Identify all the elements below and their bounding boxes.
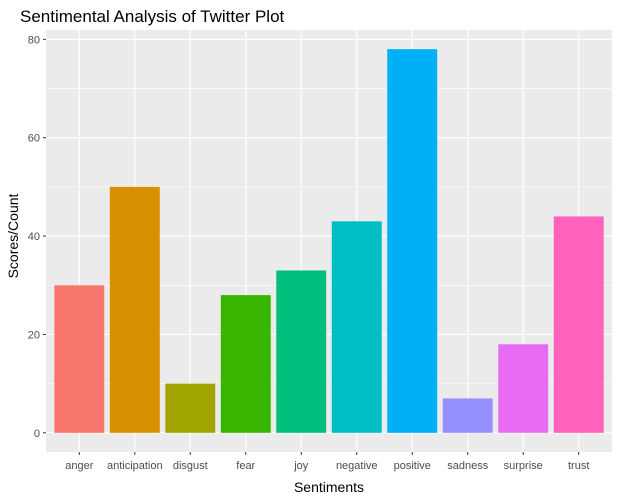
- bar-anger: [54, 285, 105, 433]
- x-tick-label-sadness: sadness: [447, 460, 488, 472]
- y-tick-label: 40: [28, 231, 40, 243]
- x-axis-ticks: anger anticipation disgust fear joy negative p…: [65, 452, 589, 472]
- y-axis-title: Scores/Count: [5, 193, 21, 278]
- chart-title: Sentimental Analysis of Twitter Plot: [20, 7, 285, 26]
- bar-sadness: [442, 398, 493, 433]
- x-tick-label-trust: trust: [568, 460, 589, 472]
- bars: [54, 49, 604, 433]
- bar-surprise: [498, 344, 549, 433]
- y-axis-ticks: 0 20 40 60 80: [28, 34, 46, 440]
- x-tick-label-anger: anger: [65, 460, 93, 472]
- x-tick-label-disgust: disgust: [173, 460, 208, 472]
- bar-negative: [331, 221, 382, 433]
- x-axis-title: Sentiments: [294, 479, 364, 495]
- x-tick-label-anticipation: anticipation: [107, 460, 163, 472]
- y-tick-label: 20: [28, 329, 40, 341]
- x-tick-label-positive: positive: [394, 460, 431, 472]
- bar-disgust: [165, 383, 216, 433]
- x-tick-label-surprise: surprise: [504, 460, 543, 472]
- bar-joy: [276, 270, 327, 433]
- bar-trust: [553, 216, 604, 433]
- y-tick-label: 60: [28, 133, 40, 145]
- bar-anticipation: [109, 186, 160, 433]
- y-tick-label: 0: [34, 428, 40, 440]
- bar-fear: [220, 295, 271, 433]
- bar-positive: [387, 49, 438, 433]
- y-tick-label: 80: [28, 34, 40, 46]
- x-tick-label-negative: negative: [336, 460, 378, 472]
- x-tick-label-fear: fear: [236, 460, 255, 472]
- x-tick-label-joy: joy: [293, 460, 309, 472]
